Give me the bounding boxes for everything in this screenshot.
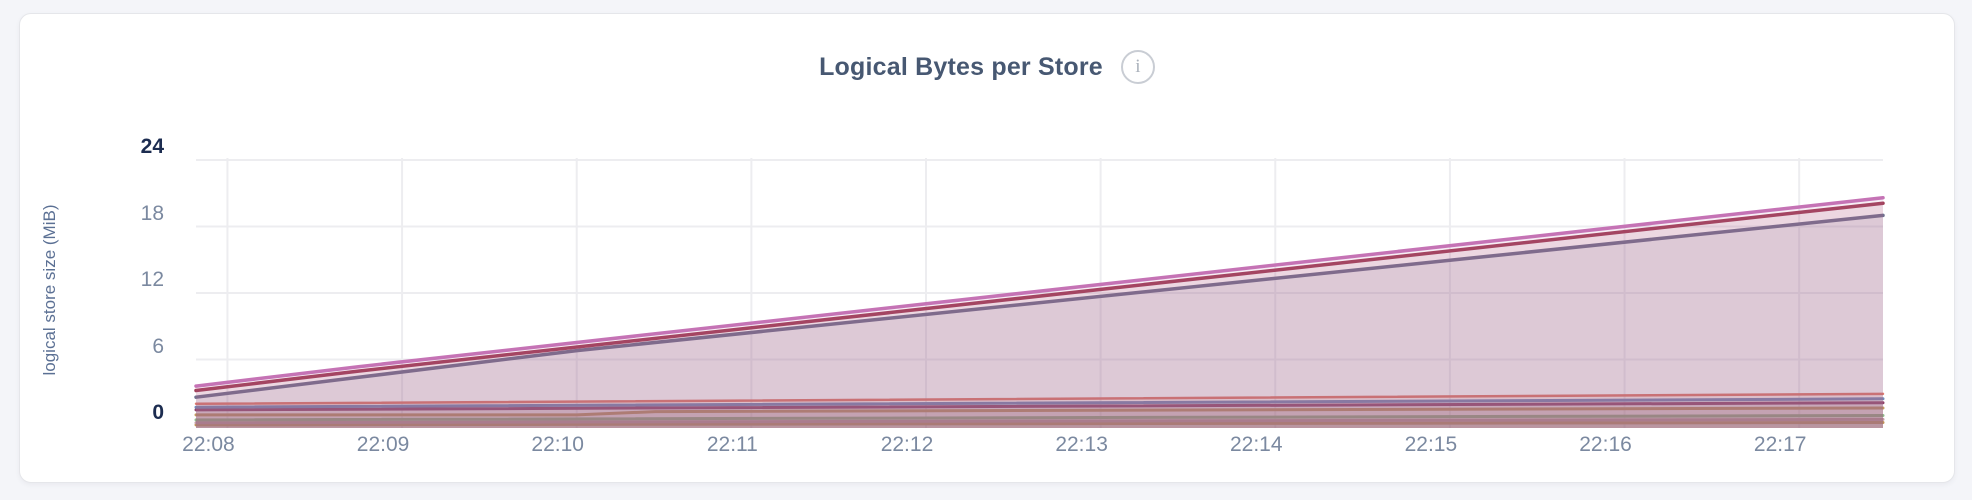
- y-tick-label: 24: [140, 135, 164, 158]
- series-area-store-7: [196, 408, 1883, 428]
- y-tick-label: 0: [152, 401, 164, 424]
- x-tick-label: 22:11: [706, 433, 758, 456]
- x-tick-label: 22:10: [531, 433, 584, 456]
- chart-title: Logical Bytes per Store: [819, 52, 1103, 81]
- y-tick-label: 18: [140, 201, 164, 225]
- series-line-store-10: [194, 421, 1885, 427]
- series-line-store-1: [194, 195, 1885, 388]
- x-tick-label: 22:09: [356, 433, 410, 456]
- y-tick-label: 12: [140, 268, 164, 291]
- series-line-store-3: [194, 213, 1885, 399]
- x-tick-label: 22:08: [182, 433, 235, 456]
- x-tick-label: 22:13: [1055, 433, 1108, 456]
- series-area-store-1: [196, 197, 1883, 428]
- chart-card: Logical Bytes per Store i logical store …: [19, 13, 1955, 483]
- series-area-store-8: [196, 415, 1883, 428]
- y-tick-label: 6: [152, 334, 164, 358]
- x-tick-label: 22:12: [880, 433, 934, 456]
- series-line-store-5: [194, 397, 1885, 409]
- series-area-store-3: [196, 215, 1883, 428]
- series-area-store-2: [196, 203, 1883, 428]
- series-line-store-7: [194, 406, 1885, 417]
- series-line-store-8: [194, 414, 1885, 422]
- series-line-store-6: [194, 401, 1885, 412]
- x-tick-label: 22:15: [1404, 433, 1458, 456]
- chart-header: Logical Bytes per Store i: [20, 50, 1954, 84]
- x-tick-label: 22:14: [1229, 433, 1283, 456]
- series-line-store-2: [194, 201, 1885, 393]
- line-area-chart-plot[interactable]: [20, 14, 1972, 500]
- info-icon[interactable]: i: [1120, 50, 1155, 84]
- series-line-store-9: [194, 417, 1885, 425]
- x-tick-label: 22:17: [1753, 433, 1807, 456]
- series-line-store-4: [194, 392, 1885, 406]
- x-tick-label: 22:16: [1579, 433, 1632, 456]
